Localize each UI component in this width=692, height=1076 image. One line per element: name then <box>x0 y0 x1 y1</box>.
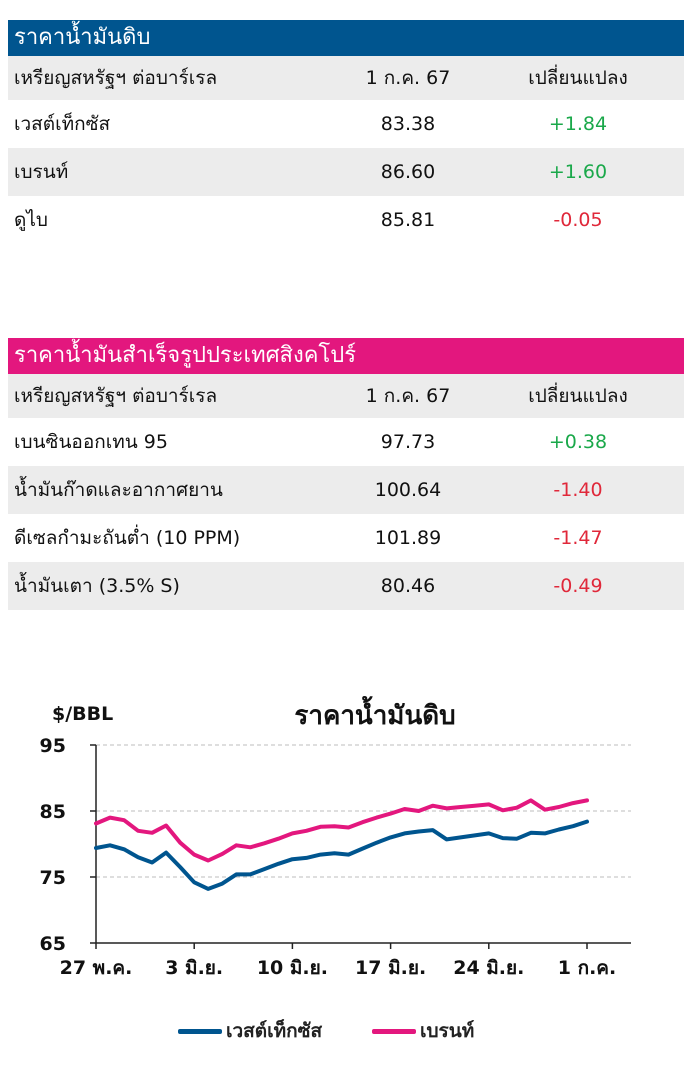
row-price: 101.89 <box>374 527 442 549</box>
legend-swatch <box>372 1029 416 1034</box>
y-tick-label: 95 <box>40 735 66 757</box>
row-price: 86.60 <box>380 161 436 183</box>
wti-series-line <box>94 819 589 891</box>
table-row: เบรนท์ 86.60 +1.60 <box>8 148 684 196</box>
x-tick-label: 27 พ.ค. <box>60 957 133 979</box>
singapore-price-table: ราคาน้ำมันสำเร็จรูปประเทศสิงคโปร์ เหรียญ… <box>8 338 684 610</box>
row-change: -1.47 <box>553 527 603 549</box>
table-row: น้ำมันก๊าดและอากาศยาน 100.64 -1.40 <box>8 466 684 514</box>
series-lines <box>94 798 589 891</box>
x-tick-label: 24 มิ.ย. <box>453 957 524 979</box>
row-name: น้ำมันก๊าดและอากาศยาน <box>14 479 223 501</box>
grid-lines <box>90 744 631 944</box>
row-name: ดีเซลกำมะถันต่ำ (10 PPM) <box>14 527 241 549</box>
header-date: 1 ก.ค. 67 <box>365 67 451 89</box>
crude-table-title: ราคาน้ำมันดิบ <box>8 20 684 56</box>
singapore-table-title: ราคาน้ำมันสำเร็จรูปประเทศสิงคโปร์ <box>8 338 684 374</box>
row-name: ดูไบ <box>14 209 48 231</box>
header-change: เปลี่ยนแปลง <box>528 385 628 407</box>
row-name: เบนซินออกเทน 95 <box>14 431 168 453</box>
row-change: +1.60 <box>548 161 608 183</box>
table-row: เบนซินออกเทน 95 97.73 +0.38 <box>8 418 684 466</box>
row-change: +1.84 <box>548 113 608 135</box>
singapore-table-header: เหรียญสหรัฐฯ ต่อบาร์เรล 1 ก.ค. 67 เปลี่ย… <box>8 374 684 418</box>
row-change: -0.05 <box>553 209 603 231</box>
y-tick-label: 85 <box>40 801 66 823</box>
row-change: +0.38 <box>548 431 608 453</box>
legend-label: เวสต์เท็กซัส <box>226 1020 323 1042</box>
y-tick-labels: 65 75 85 95 <box>40 735 66 955</box>
chart-legend: เวสต์เท็กซัส เบรนท์ <box>0 1010 692 1050</box>
crude-price-line-chart: $/BBL ราคาน้ำมันดิบ 65 75 85 95 27 พ.ค. 3 มิ… <box>40 695 631 979</box>
x-tick-label: 10 มิ.ย. <box>257 957 328 979</box>
y-axis-label: $/BBL <box>52 703 113 725</box>
legend-item-brent: เบรนท์ <box>372 1016 474 1046</box>
legend-swatch <box>178 1029 222 1034</box>
y-tick-label: 75 <box>40 867 66 889</box>
row-change: -1.40 <box>553 479 603 501</box>
header-date: 1 ก.ค. 67 <box>365 385 451 407</box>
row-price: 100.64 <box>374 479 442 501</box>
header-change: เปลี่ยนแปลง <box>528 67 628 89</box>
table-row: ดีเซลกำมะถันต่ำ (10 PPM) 101.89 -1.47 <box>8 514 684 562</box>
crude-table-header: เหรียญสหรัฐฯ ต่อบาร์เรล 1 ก.ค. 67 เปลี่ย… <box>8 56 684 100</box>
x-tick-labels: 27 พ.ค. 3 มิ.ย. 10 มิ.ย. 17 มิ.ย. 24 มิ.ย. 1 … <box>60 943 616 979</box>
row-change: -0.49 <box>553 575 603 597</box>
table-row: ดูไบ 85.81 -0.05 <box>8 196 684 244</box>
row-name: เบรนท์ <box>14 161 69 183</box>
brent-series-line <box>94 798 589 863</box>
row-price: 97.73 <box>380 431 436 453</box>
row-price: 85.81 <box>380 209 436 231</box>
row-price: 83.38 <box>380 113 436 135</box>
y-tick-label: 65 <box>40 933 66 955</box>
legend-label: เบรนท์ <box>420 1020 475 1042</box>
header-unit-label: เหรียญสหรัฐฯ ต่อบาร์เรล <box>14 385 218 407</box>
table-row: เวสต์เท็กซัส 83.38 +1.84 <box>8 100 684 148</box>
table-row: น้ำมันเตา (3.5% S) 80.46 -0.49 <box>8 562 684 610</box>
row-name: เวสต์เท็กซัส <box>14 113 111 135</box>
header-unit-label: เหรียญสหรัฐฯ ต่อบาร์เรล <box>14 67 218 89</box>
chart-title: ราคาน้ำมันดิบ <box>294 695 455 731</box>
x-tick-label: 1 ก.ค. <box>558 957 616 979</box>
crude-price-table: ราคาน้ำมันดิบ เหรียญสหรัฐฯ ต่อบาร์เรล 1 … <box>8 20 684 244</box>
row-price: 80.46 <box>380 575 436 597</box>
x-tick-label: 3 มิ.ย. <box>165 957 223 979</box>
row-name: น้ำมันเตา (3.5% S) <box>14 575 180 597</box>
x-tick-label: 17 มิ.ย. <box>355 957 426 979</box>
axes <box>95 745 631 944</box>
legend-item-wti: เวสต์เท็กซัส <box>178 1016 322 1046</box>
